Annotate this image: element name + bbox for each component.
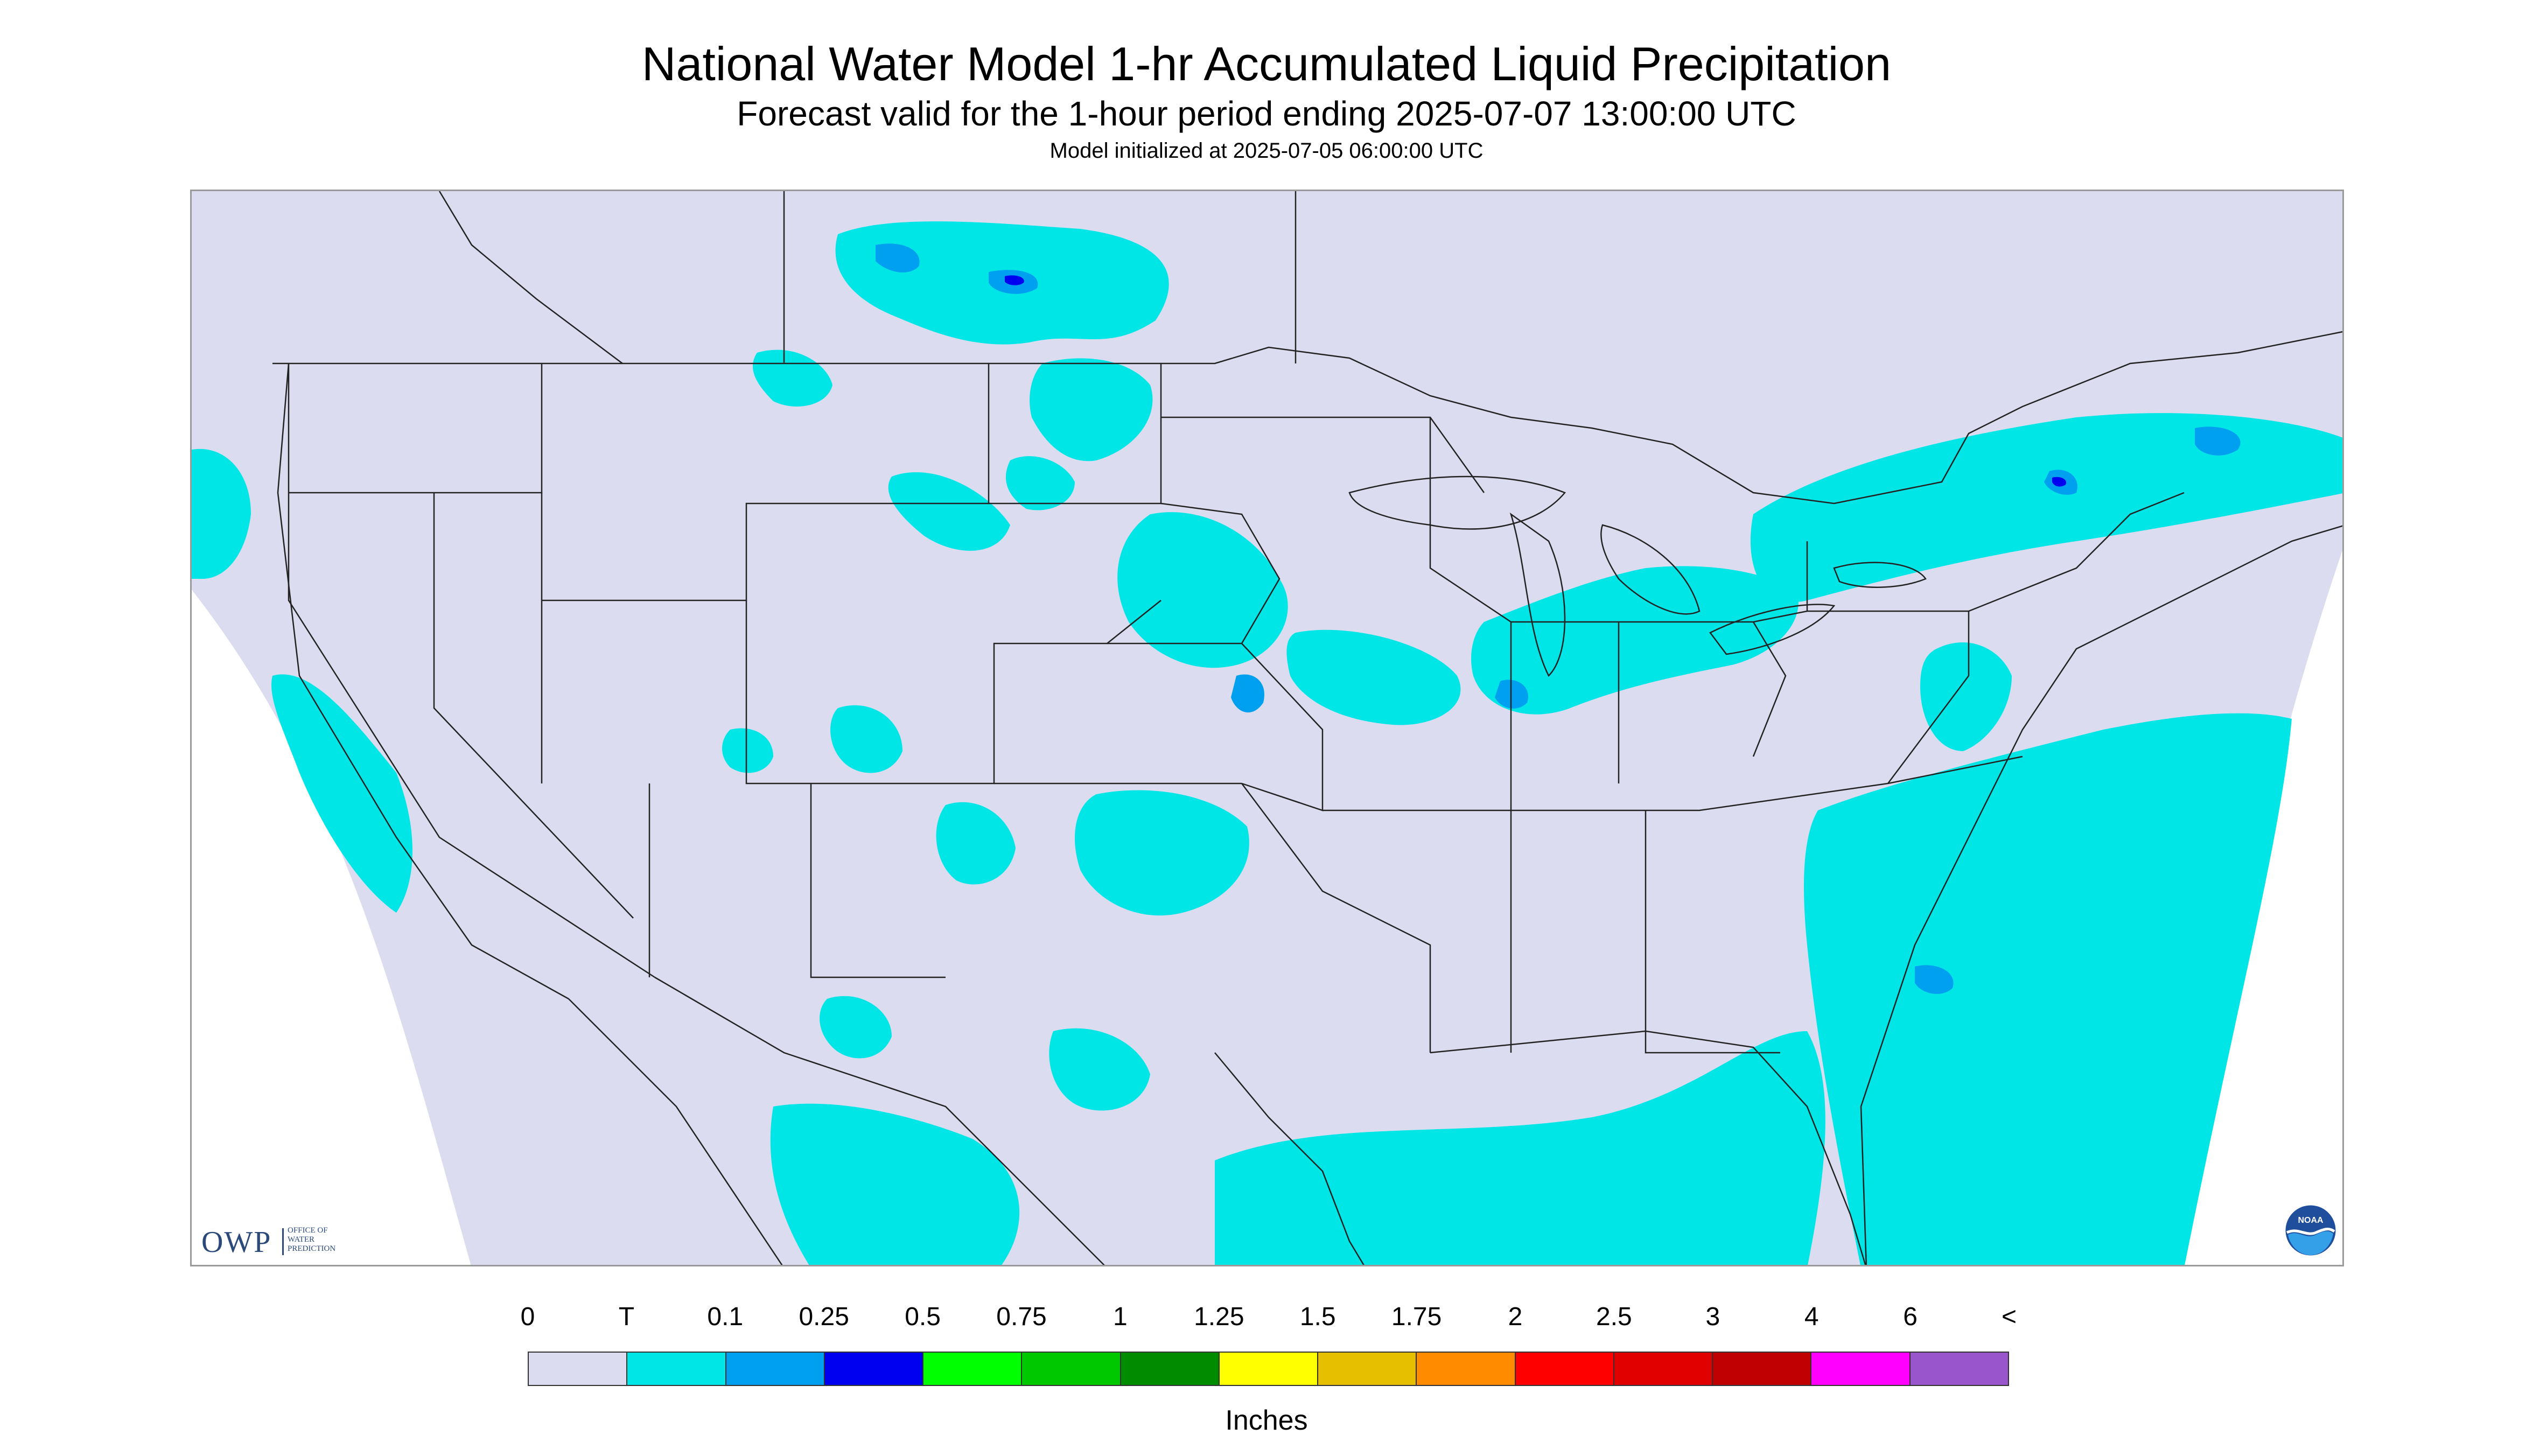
legend-swatch bbox=[1614, 1353, 1713, 1385]
legend-swatch bbox=[1219, 1353, 1319, 1385]
legend-swatch bbox=[1515, 1353, 1614, 1385]
precip-heavy-areas bbox=[1005, 275, 2066, 487]
legend-labels: 0 T 0.1 0.25 0.5 0.75 1 1.25 1.5 1.75 2 2.5 3 4 6 < bbox=[0, 1302, 2533, 1340]
owp-logo-text: OFFICE OF WATER PREDICTION bbox=[288, 1226, 335, 1254]
owp-logo-divider bbox=[282, 1228, 284, 1255]
political-boundaries bbox=[272, 191, 2342, 1265]
legend-swatch bbox=[1417, 1353, 1516, 1385]
legend-tick-label: 0.5 bbox=[905, 1303, 941, 1331]
legend-swatch bbox=[1121, 1353, 1220, 1385]
model-init-line: Model initialized at 2025-07-05 06:00:00… bbox=[1049, 139, 1484, 163]
owp-logo-letters: OWP bbox=[201, 1226, 272, 1259]
legend-swatch bbox=[1022, 1353, 1121, 1385]
legend-tick-label: 6 bbox=[1903, 1303, 1918, 1331]
legend-swatch bbox=[529, 1353, 628, 1385]
legend-units: Inches bbox=[1225, 1405, 1308, 1436]
legend-tick-label: 0.75 bbox=[996, 1303, 1047, 1331]
map-title: National Water Model 1-hr Accumulated Li… bbox=[641, 37, 1892, 90]
legend-tick-label: 2.5 bbox=[1596, 1303, 1632, 1331]
legend-swatch bbox=[923, 1353, 1023, 1385]
map-panel: OWP OFFICE OF WATER PREDICTION NOAA bbox=[190, 190, 2344, 1266]
legend-tick-label: 0.25 bbox=[799, 1303, 849, 1331]
owp-logo: OWP OFFICE OF WATER PREDICTION bbox=[201, 1225, 374, 1259]
precip-moderate-areas bbox=[876, 243, 2241, 994]
map-subtitle: Forecast valid for the 1-hour period end… bbox=[737, 94, 1796, 133]
noaa-logo-icon: NOAA bbox=[2284, 1203, 2338, 1257]
legend-tick-label: 1.75 bbox=[1391, 1303, 1442, 1331]
precip-light-areas bbox=[192, 221, 2342, 1265]
legend-tick-label: 2 bbox=[1508, 1303, 1523, 1331]
noaa-logo-text: NOAA bbox=[2298, 1216, 2324, 1225]
legend-tick-label: 1 bbox=[1113, 1303, 1128, 1331]
legend-swatch bbox=[726, 1353, 825, 1385]
model-domain bbox=[192, 191, 2342, 1265]
legend-color-bar bbox=[528, 1352, 2009, 1386]
owp-logo-line: WATER bbox=[288, 1235, 314, 1244]
legend-swatch bbox=[627, 1353, 726, 1385]
legend-tick-label: T bbox=[618, 1303, 635, 1331]
precip-map bbox=[192, 191, 2342, 1265]
legend-swatch bbox=[1811, 1353, 1911, 1385]
legend-tick-label: < bbox=[2001, 1303, 2017, 1331]
legend-tick-label: 1.25 bbox=[1194, 1303, 1244, 1331]
legend-tick-label: 3 bbox=[1705, 1303, 1720, 1331]
legend-swatch bbox=[1318, 1353, 1417, 1385]
legend-tick-label: 0 bbox=[520, 1303, 535, 1331]
legend-swatch bbox=[1713, 1353, 1812, 1385]
legend-tick-label: 4 bbox=[1804, 1303, 1819, 1331]
legend-swatch bbox=[1910, 1353, 2008, 1385]
legend-tick-label: 1.5 bbox=[1299, 1303, 1336, 1331]
legend-swatch bbox=[824, 1353, 924, 1385]
legend-tick-label: 0.1 bbox=[707, 1303, 744, 1331]
owp-logo-line: OFFICE OF bbox=[288, 1226, 328, 1235]
owp-logo-line: PREDICTION bbox=[288, 1244, 336, 1253]
